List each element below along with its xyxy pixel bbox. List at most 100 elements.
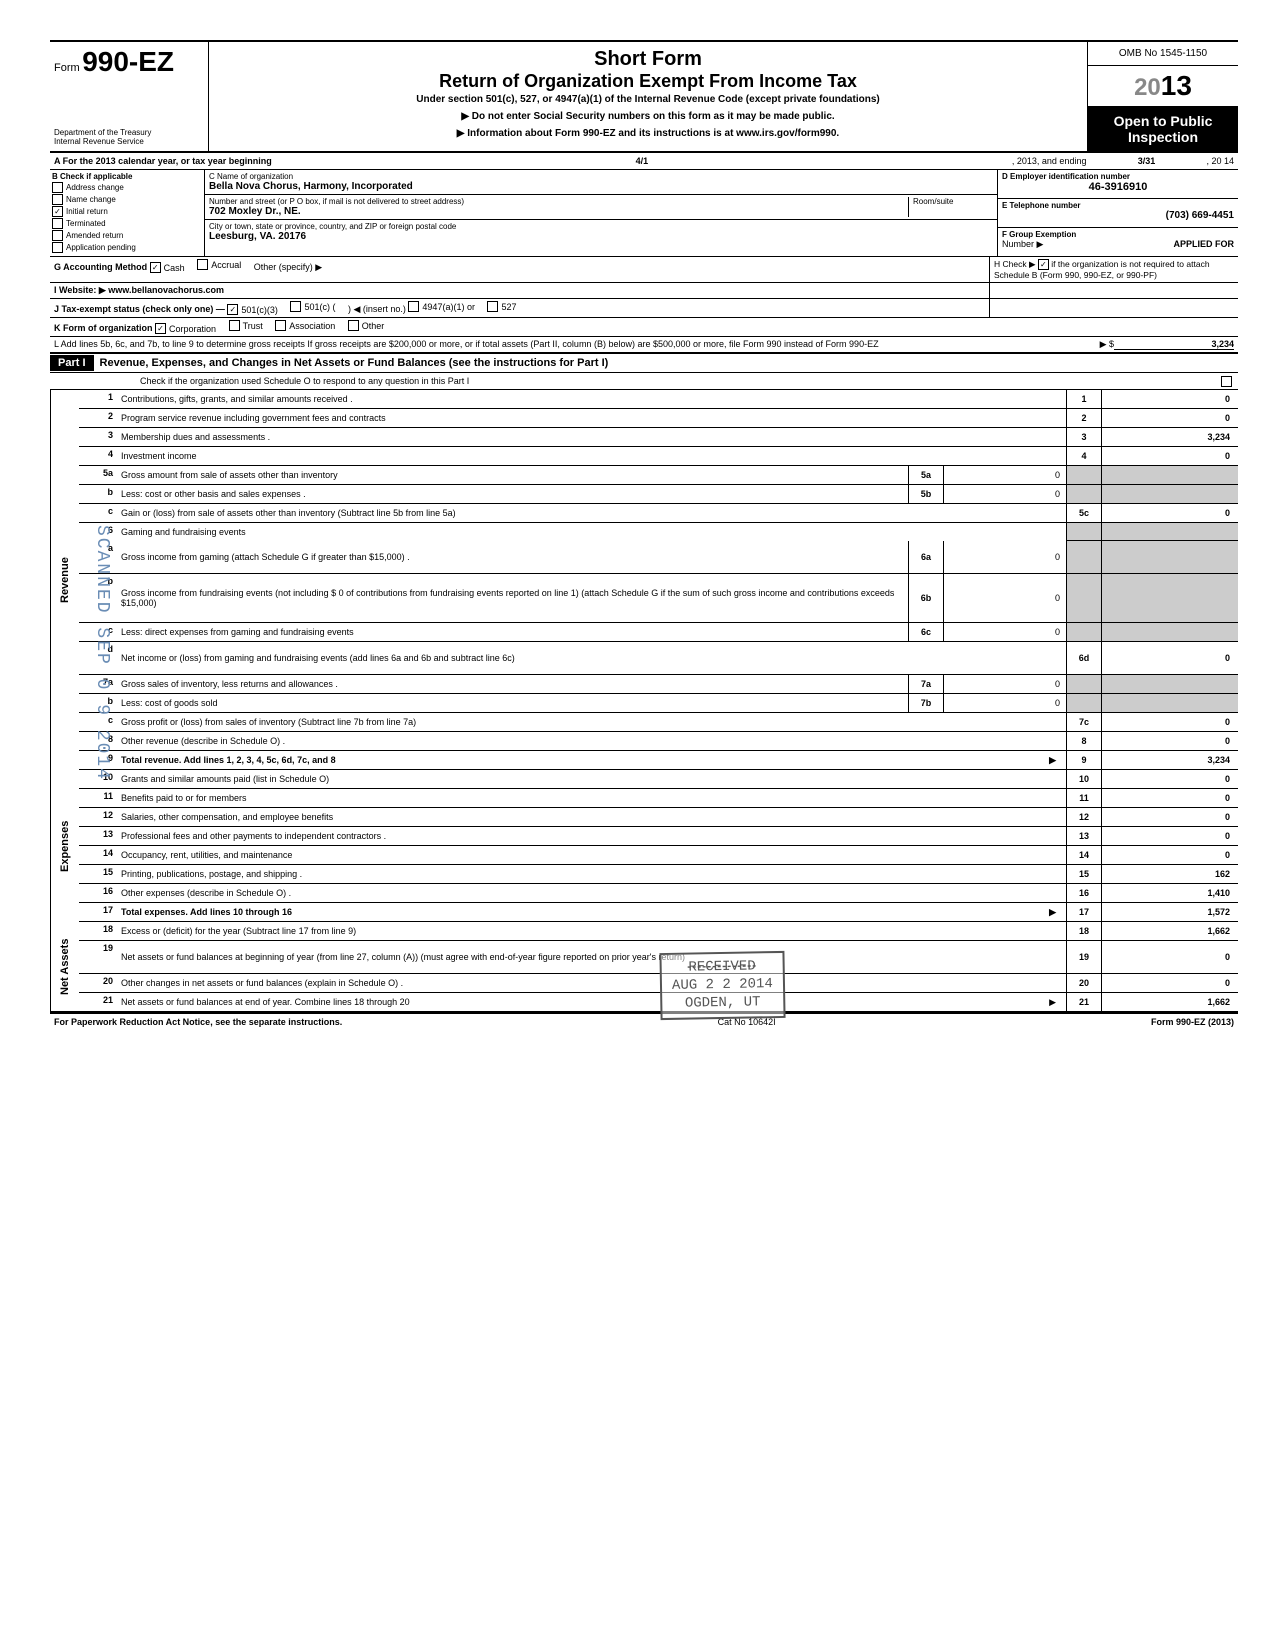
cb-association[interactable]: Association — [275, 320, 335, 331]
omb-number: OMB No 1545-1150 — [1088, 42, 1238, 66]
stamp-received-location: OGDEN, UT — [672, 993, 773, 1013]
line-6b: b Gross income from fundraising events (… — [79, 574, 1238, 623]
cb-address-change[interactable]: Address change — [52, 182, 202, 193]
l-text: L Add lines 5b, 6c, and 7b, to line 9 to… — [54, 339, 1064, 350]
line-16: 16 Other expenses (describe in Schedule … — [79, 884, 1238, 903]
cb-cash[interactable]: Cash — [150, 262, 185, 273]
line-19: 19 Net assets or fund balances at beginn… — [79, 941, 1238, 974]
applied-for: APPLIED FOR — [1173, 239, 1234, 250]
phone: (703) 669-4451 — [1002, 210, 1234, 221]
cb-527[interactable]: 527 — [487, 301, 516, 312]
check-o-text: Check if the organization used Schedule … — [140, 376, 469, 386]
cb-schedule-o[interactable] — [1221, 376, 1232, 387]
f-number-label: Number ▶ — [1002, 239, 1043, 250]
j-label: J Tax-exempt status (check only one) — — [54, 304, 225, 314]
row-a-mid: , 2013, and ending — [1012, 156, 1087, 166]
cb-terminated[interactable]: Terminated — [52, 218, 202, 229]
netassets-section: Net Assets 18 Excess or (deficit) for th… — [50, 922, 1238, 1013]
c-street-label: Number and street (or P O box, if mail i… — [209, 197, 908, 206]
row-g-h: G Accounting Method Cash Accrual Other (… — [50, 257, 1238, 283]
row-l: L Add lines 5b, 6c, and 7b, to line 9 to… — [50, 337, 1238, 354]
stamp-received: RECEIVED AUG 2 2 2014 OGDEN, UT — [659, 951, 785, 1020]
line-6: 6 Gaming and fundraising events — [79, 523, 1238, 541]
open-to-public: Open to Public Inspection — [1088, 107, 1238, 151]
cb-trust[interactable]: Trust — [229, 320, 263, 331]
section-b: B Check if applicable Address change Nam… — [50, 170, 205, 256]
line-6d: d Net income or (loss) from gaming and f… — [79, 642, 1238, 675]
under-section: Under section 501(c), 527, or 4947(a)(1)… — [215, 94, 1081, 105]
cb-app-pending[interactable]: Application pending — [52, 242, 202, 253]
org-name: Bella Nova Chorus, Harmony, Incorporated — [209, 181, 993, 192]
line-1: 1 Contributions, gifts, grants, and simi… — [79, 390, 1238, 409]
line-13: 13 Professional fees and other payments … — [79, 827, 1238, 846]
line-3: 3 Membership dues and assessments . 3 3,… — [79, 428, 1238, 447]
row-i: I Website: ▶ www.bellanovachorus.com — [50, 283, 1238, 299]
cb-501c[interactable]: 501(c) ( — [290, 301, 335, 312]
part1-check-o: Check if the organization used Schedule … — [50, 373, 1238, 390]
revenue-side-label: Revenue — [50, 390, 79, 770]
form-990ez: Form 990-EZ Department of the Treasury I… — [50, 40, 1238, 1030]
header-right: OMB No 1545-1150 2013 Open to Public Ins… — [1088, 42, 1238, 151]
i-label: I Website: ▶ — [54, 285, 106, 295]
line-7b: b Less: cost of goods sold 7b 0 — [79, 694, 1238, 713]
cb-amended[interactable]: Amended return — [52, 230, 202, 241]
line-5a: 5a Gross amount from sale of assets othe… — [79, 466, 1238, 485]
l-arrow: ▶ $ — [1064, 339, 1114, 350]
tax-year-end-month: 3/31 — [1086, 156, 1206, 166]
line-5c: c Gain or (loss) from sale of assets oth… — [79, 504, 1238, 523]
dept-text: Department of the Treasury Internal Reve… — [54, 129, 204, 147]
row-h: H Check ▶ if the organization is not req… — [989, 257, 1238, 282]
cb-name-change[interactable]: Name change — [52, 194, 202, 205]
line-17: 17 Total expenses. Add lines 10 through … — [79, 903, 1238, 922]
form-header: Form 990-EZ Department of the Treasury I… — [50, 42, 1238, 153]
h-label: H Check ▶ — [994, 259, 1036, 269]
line-18: 18 Excess or (deficit) for the year (Sub… — [79, 922, 1238, 941]
tax-year-begin: 4/1 — [272, 156, 1012, 166]
line-9: 9 Total revenue. Add lines 1, 2, 3, 4, 5… — [79, 751, 1238, 770]
cb-initial-return[interactable]: Initial return — [52, 206, 202, 217]
line-5b: b Less: cost or other basis and sales ex… — [79, 485, 1238, 504]
line-7a: 7a Gross sales of inventory, less return… — [79, 675, 1238, 694]
line-6c: c Less: direct expenses from gaming and … — [79, 623, 1238, 642]
j-insert: ) ◀ (insert no.) — [348, 304, 406, 314]
footer-right: Form 990-EZ (2013) — [1151, 1017, 1234, 1027]
line-20: 20 Other changes in net assets or fund b… — [79, 974, 1238, 993]
form-number-box: Form 990-EZ Department of the Treasury I… — [50, 42, 209, 151]
ein: 46-3916910 — [1002, 181, 1234, 193]
section-def: D Employer identification number 46-3916… — [997, 170, 1238, 256]
row-a: A For the 2013 calendar year, or tax yea… — [50, 153, 1238, 170]
cb-4947[interactable]: 4947(a)(1) or — [408, 301, 475, 312]
form-footer: For Paperwork Reduction Act Notice, see … — [50, 1013, 1238, 1030]
footer-center: Cat No 10642I — [718, 1017, 776, 1027]
cb-schedule-b[interactable] — [1038, 259, 1049, 270]
line-8: 8 Other revenue (describe in Schedule O)… — [79, 732, 1238, 751]
netassets-side-label: Net Assets — [50, 922, 79, 1011]
line-6a: a Gross income from gaming (attach Sched… — [79, 541, 1238, 574]
part1-header-row: Part I Revenue, Expenses, and Changes in… — [50, 354, 1238, 373]
line-12: 12 Salaries, other compensation, and emp… — [79, 808, 1238, 827]
line-14: 14 Occupancy, rent, utilities, and maint… — [79, 846, 1238, 865]
line-11: 11 Benefits paid to or for members 11 0 — [79, 789, 1238, 808]
stamp-scanned: SCANNED SEP 0 9 2014 — [92, 525, 112, 781]
section-bcd: B Check if applicable Address change Nam… — [50, 170, 1238, 257]
return-title: Return of Organization Exempt From Incom… — [215, 71, 1081, 92]
part1-title: Revenue, Expenses, and Changes in Net As… — [94, 354, 615, 372]
form-number: 990-EZ — [82, 46, 174, 77]
g-other: Other (specify) ▶ — [254, 262, 322, 272]
cb-corporation[interactable]: Corporation — [155, 323, 216, 334]
row-j: J Tax-exempt status (check only one) — 5… — [50, 299, 1238, 318]
cb-accrual[interactable]: Accrual — [197, 259, 241, 270]
f-group-label: F Group Exemption — [1002, 230, 1234, 239]
d-ein-label: D Employer identification number — [1002, 172, 1234, 181]
revenue-section: Revenue 1 Contributions, gifts, grants, … — [50, 390, 1238, 770]
c-name-label: C Name of organization — [209, 172, 993, 181]
row-g: G Accounting Method Cash Accrual Other (… — [50, 257, 989, 282]
arrow-ssn: ▶ Do not enter Social Security numbers o… — [215, 111, 1081, 122]
cb-501c3[interactable]: 501(c)(3) — [227, 304, 278, 315]
stamp-received-title: RECEIVED — [672, 957, 773, 977]
line-10: 10 Grants and similar amounts paid (list… — [79, 770, 1238, 789]
section-c: C Name of organization Bella Nova Chorus… — [205, 170, 997, 256]
cb-other-org[interactable]: Other — [348, 320, 385, 331]
stamp-received-date: AUG 2 2 2014 — [672, 975, 773, 995]
year-suffix: 13 — [1161, 70, 1192, 101]
